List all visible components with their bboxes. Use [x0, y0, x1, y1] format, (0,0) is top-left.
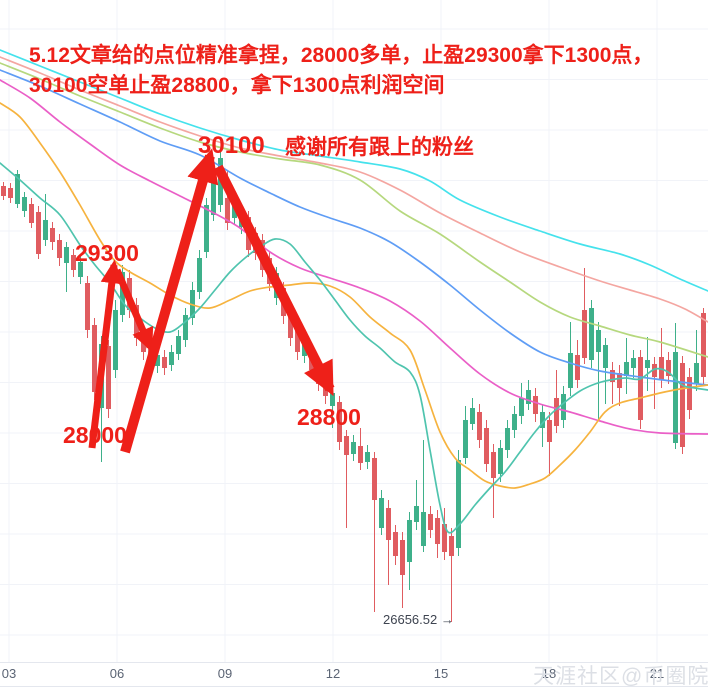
last-price-label: 26656.52 → [383, 612, 454, 627]
annotation-price-28000: 28000 [63, 422, 127, 448]
ma-green [0, 62, 708, 358]
annotation-price-30100: 30100 [198, 132, 265, 159]
down-arrow-29300-pullback [113, 268, 154, 353]
up-arrow-to-30100 [120, 148, 219, 454]
ma-blue [0, 69, 708, 386]
x-axis-label-06: 06 [109, 666, 125, 681]
x-axis-label-03: 03 [1, 666, 17, 681]
down-arrow-30100-to-28800 [213, 164, 335, 397]
annotation-price-29300: 29300 [75, 240, 139, 266]
watermark: 天涯社区@币圈院士 [533, 665, 708, 688]
x-axis-label-21: 21 [649, 666, 665, 681]
x-axis-label-18: 18 [541, 666, 557, 681]
up-arrow-28000-to-29300 [88, 259, 123, 449]
ma-cyan [0, 49, 708, 292]
annotation-price-28800: 28800 [297, 404, 361, 430]
annotation-trade-summary-line2: 30100空单止盈28800，拿下1300点利润空间 [29, 74, 445, 97]
x-axis-label-09: 09 [217, 666, 233, 681]
ma-salmon [0, 56, 708, 323]
annotation-trade-summary-line1: 5.12文章给的点位精准拿捏，28000多单，止盈29300拿下1300点， [29, 44, 654, 67]
annotation-thanks-fans: 感谢所有跟上的粉丝 [285, 136, 474, 159]
ma-magenta [0, 79, 708, 435]
x-axis-label-15: 15 [433, 666, 449, 681]
x-axis-label-12: 12 [325, 666, 341, 681]
